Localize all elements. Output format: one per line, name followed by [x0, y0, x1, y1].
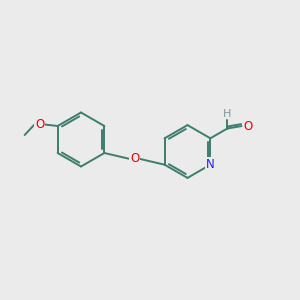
Text: O: O: [130, 152, 139, 165]
Text: O: O: [35, 118, 44, 131]
Text: H: H: [223, 109, 231, 118]
Text: O: O: [243, 119, 253, 133]
Text: N: N: [206, 158, 215, 171]
